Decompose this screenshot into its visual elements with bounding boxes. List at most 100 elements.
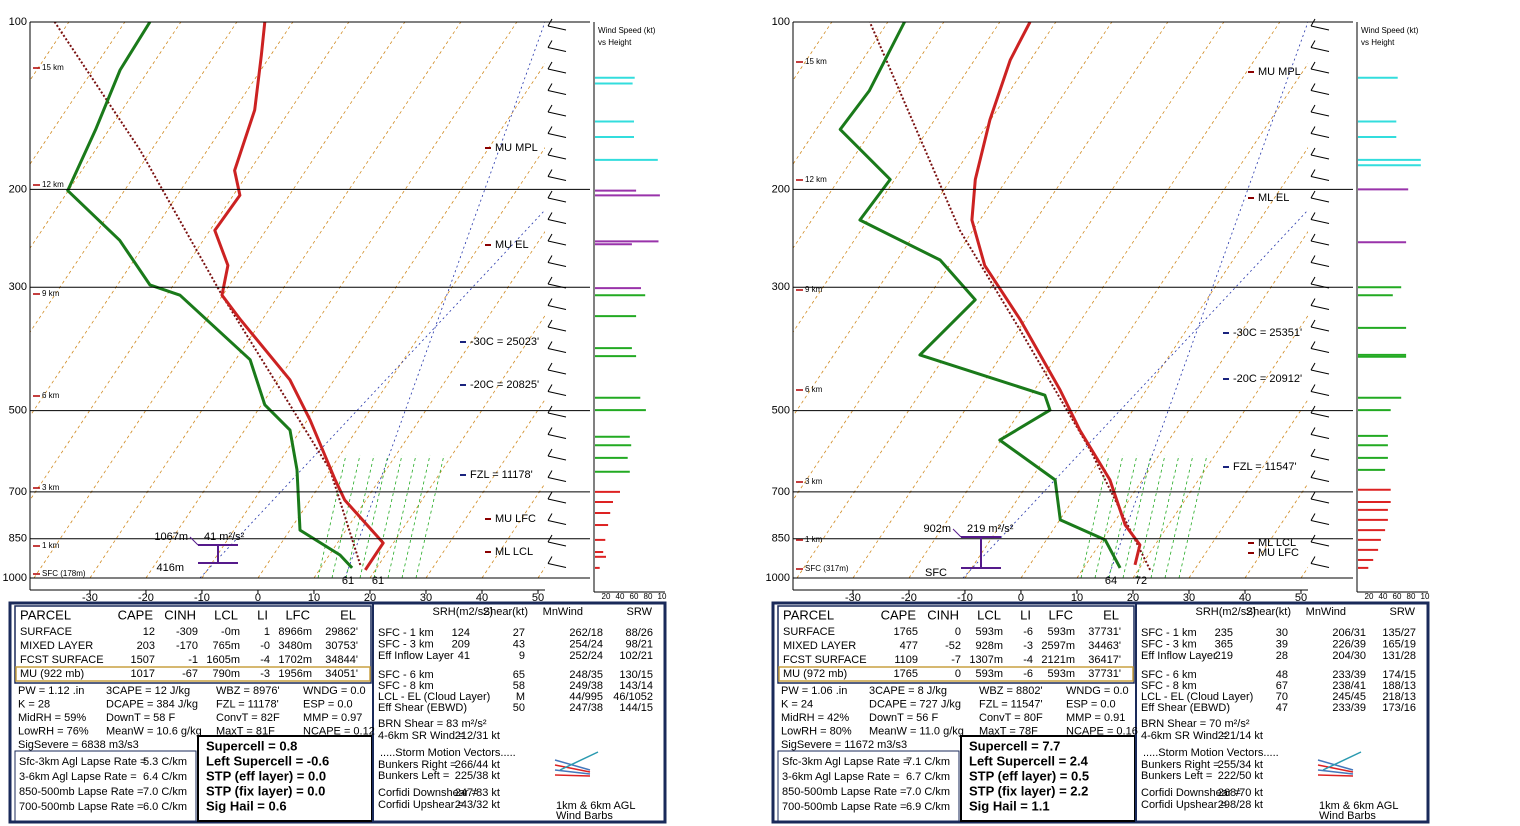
parcel-cell: 34051' — [325, 668, 358, 680]
parcel-header: LCL — [214, 607, 238, 622]
param: SigSevere = 6838 m3/s3 — [18, 739, 139, 751]
pressure-label: 100 — [9, 16, 27, 28]
skewt-panel: 100 200 300 500 700 850 1000 -30 -20 -10 0 10 20 30 40… — [3, 16, 667, 824]
temp-tick-label: 20 — [364, 592, 376, 604]
wind-barb — [1310, 283, 1330, 289]
parcel-cell: 1765 — [894, 668, 918, 680]
temp-tick-label: 30 — [1183, 592, 1195, 604]
param: NCAPE = 0.12 — [303, 725, 375, 737]
composite-index: Sig Hail = 1.1 — [969, 798, 1050, 813]
wind-barb — [547, 276, 553, 285]
wind-barb — [547, 111, 567, 117]
storm-motion-value: 243/32 kt — [455, 799, 500, 811]
parcel-cell: 1507 — [131, 654, 155, 666]
param: ESP = 0.0 — [1066, 698, 1116, 710]
parcel-cell: 477 — [900, 640, 918, 652]
kin-cell: 44/995 — [569, 691, 603, 703]
temp-tick-label: 10 — [308, 592, 320, 604]
kin-cell: 98/21 — [625, 638, 653, 650]
inflow-srh: 41 m²/s² — [204, 531, 245, 543]
composite-index: Left Supercell = -0.6 — [206, 753, 329, 768]
barb-glyph — [554, 769, 591, 775]
height-label: 12 km — [42, 180, 64, 189]
kin-cell: 173/16 — [1382, 702, 1416, 714]
wind-tick-label: 20 — [602, 592, 611, 601]
temp-tick-label: 30 — [420, 592, 432, 604]
wind-tick-label: 10 — [1421, 592, 1430, 601]
wind-barb — [547, 498, 567, 504]
wind-barb — [1310, 362, 1316, 371]
wind-tick-label: 60 — [1393, 592, 1402, 601]
kin-header: SRW — [1390, 606, 1416, 618]
mu-row-highlight — [778, 666, 1134, 682]
kin-cell: 206/31 — [1332, 627, 1366, 639]
info-panel: PARCEL CAPE CINH LCL LI LFC EL SURFACE 12 -309 -0m… — [8, 601, 667, 824]
kin-cell: 88/26 — [625, 627, 653, 639]
pressure-label: 1000 — [766, 572, 790, 584]
composite-index: STP (fix layer) = 0.0 — [206, 783, 325, 798]
kin-cell: 245/45 — [1332, 691, 1366, 703]
wind-title: Wind Speed (kt) — [598, 26, 656, 35]
annotation: FZL = 11547' — [1233, 461, 1297, 473]
kin-cell: 124 — [452, 627, 470, 639]
annotation: ML LCL — [495, 546, 533, 558]
composite-index: STP (fix layer) = 2.2 — [969, 783, 1088, 798]
mu-row-highlight — [15, 666, 371, 682]
kin-header: MnWind — [543, 606, 583, 618]
kin-cell: 65 — [513, 669, 525, 681]
parcel-cell: -4 — [260, 654, 270, 666]
temp-tick-label: -20 — [901, 592, 917, 604]
lapse-label: Sfc-3km Agl Lapse Rate = — [19, 756, 146, 768]
param: MeanW = 11.0 g/kg — [869, 725, 964, 737]
wind-barb — [1310, 212, 1316, 220]
parcel-header: EL — [340, 607, 356, 622]
lapse-label: Sfc-3km Agl Lapse Rate = — [782, 756, 909, 768]
param: FZL = 11178' — [216, 698, 279, 710]
wind-barb — [547, 556, 553, 564]
kin-cell: 131/28 — [1382, 650, 1416, 662]
wind-barb — [547, 219, 567, 224]
kin-cell: LCL - EL (Cloud Layer) — [378, 691, 490, 703]
storm-motion-value: 268/70 kt — [1218, 787, 1263, 799]
param: MaxT = 78F — [979, 725, 1038, 737]
parcel-cell: -1 — [188, 654, 198, 666]
inflow-guide — [189, 536, 199, 546]
parcel-cell: 1605m — [206, 654, 240, 666]
wind-barb — [547, 563, 567, 568]
wind-barb — [547, 455, 567, 461]
wind-barb — [1310, 25, 1330, 31]
wind-barb — [547, 47, 567, 52]
storm-motion-value: 225/38 kt — [455, 770, 500, 782]
annotation: -30C = 25351' — [1233, 327, 1302, 339]
wind-barb — [1310, 348, 1330, 353]
wind-barb — [1310, 233, 1316, 242]
height-label: SFC (178m) — [42, 569, 86, 578]
kin-cell: 48 — [1276, 669, 1288, 681]
param: DCAPE = 727 J/kg — [869, 698, 961, 710]
barbs-label: 1km & 6km AGL — [1319, 800, 1398, 812]
wind-barb — [547, 197, 567, 203]
kin-cell: 30 — [1276, 627, 1288, 639]
wind-tick-label: 80 — [1407, 592, 1416, 601]
annotation: ML LCL — [1258, 537, 1296, 549]
parcel-cell: -3 — [1023, 640, 1033, 652]
kin-cell: 165/19 — [1382, 638, 1416, 650]
annotation: MU MPL — [495, 142, 538, 154]
wind-barb — [1310, 541, 1330, 547]
param: WBZ = 8976' — [216, 685, 280, 697]
wind-barb — [1310, 154, 1330, 160]
temp-tick-label: -30 — [82, 592, 98, 604]
wind-barb — [547, 154, 567, 160]
parcel-cell: -7 — [951, 654, 961, 666]
param: 3CAPE = 12 J/kg — [106, 685, 190, 697]
parcel-cell: 1307m — [969, 654, 1003, 666]
wind-barb — [547, 176, 567, 181]
parcel-cell: 34463' — [1088, 640, 1121, 652]
wind-barb — [1310, 391, 1330, 396]
wind-barb — [547, 470, 553, 478]
parcel-cell: 37731' — [1088, 668, 1121, 680]
kin-cell: Eff Shear (EBWD) — [378, 702, 467, 714]
wind-barb — [547, 169, 553, 177]
wind-barb — [1310, 276, 1316, 285]
